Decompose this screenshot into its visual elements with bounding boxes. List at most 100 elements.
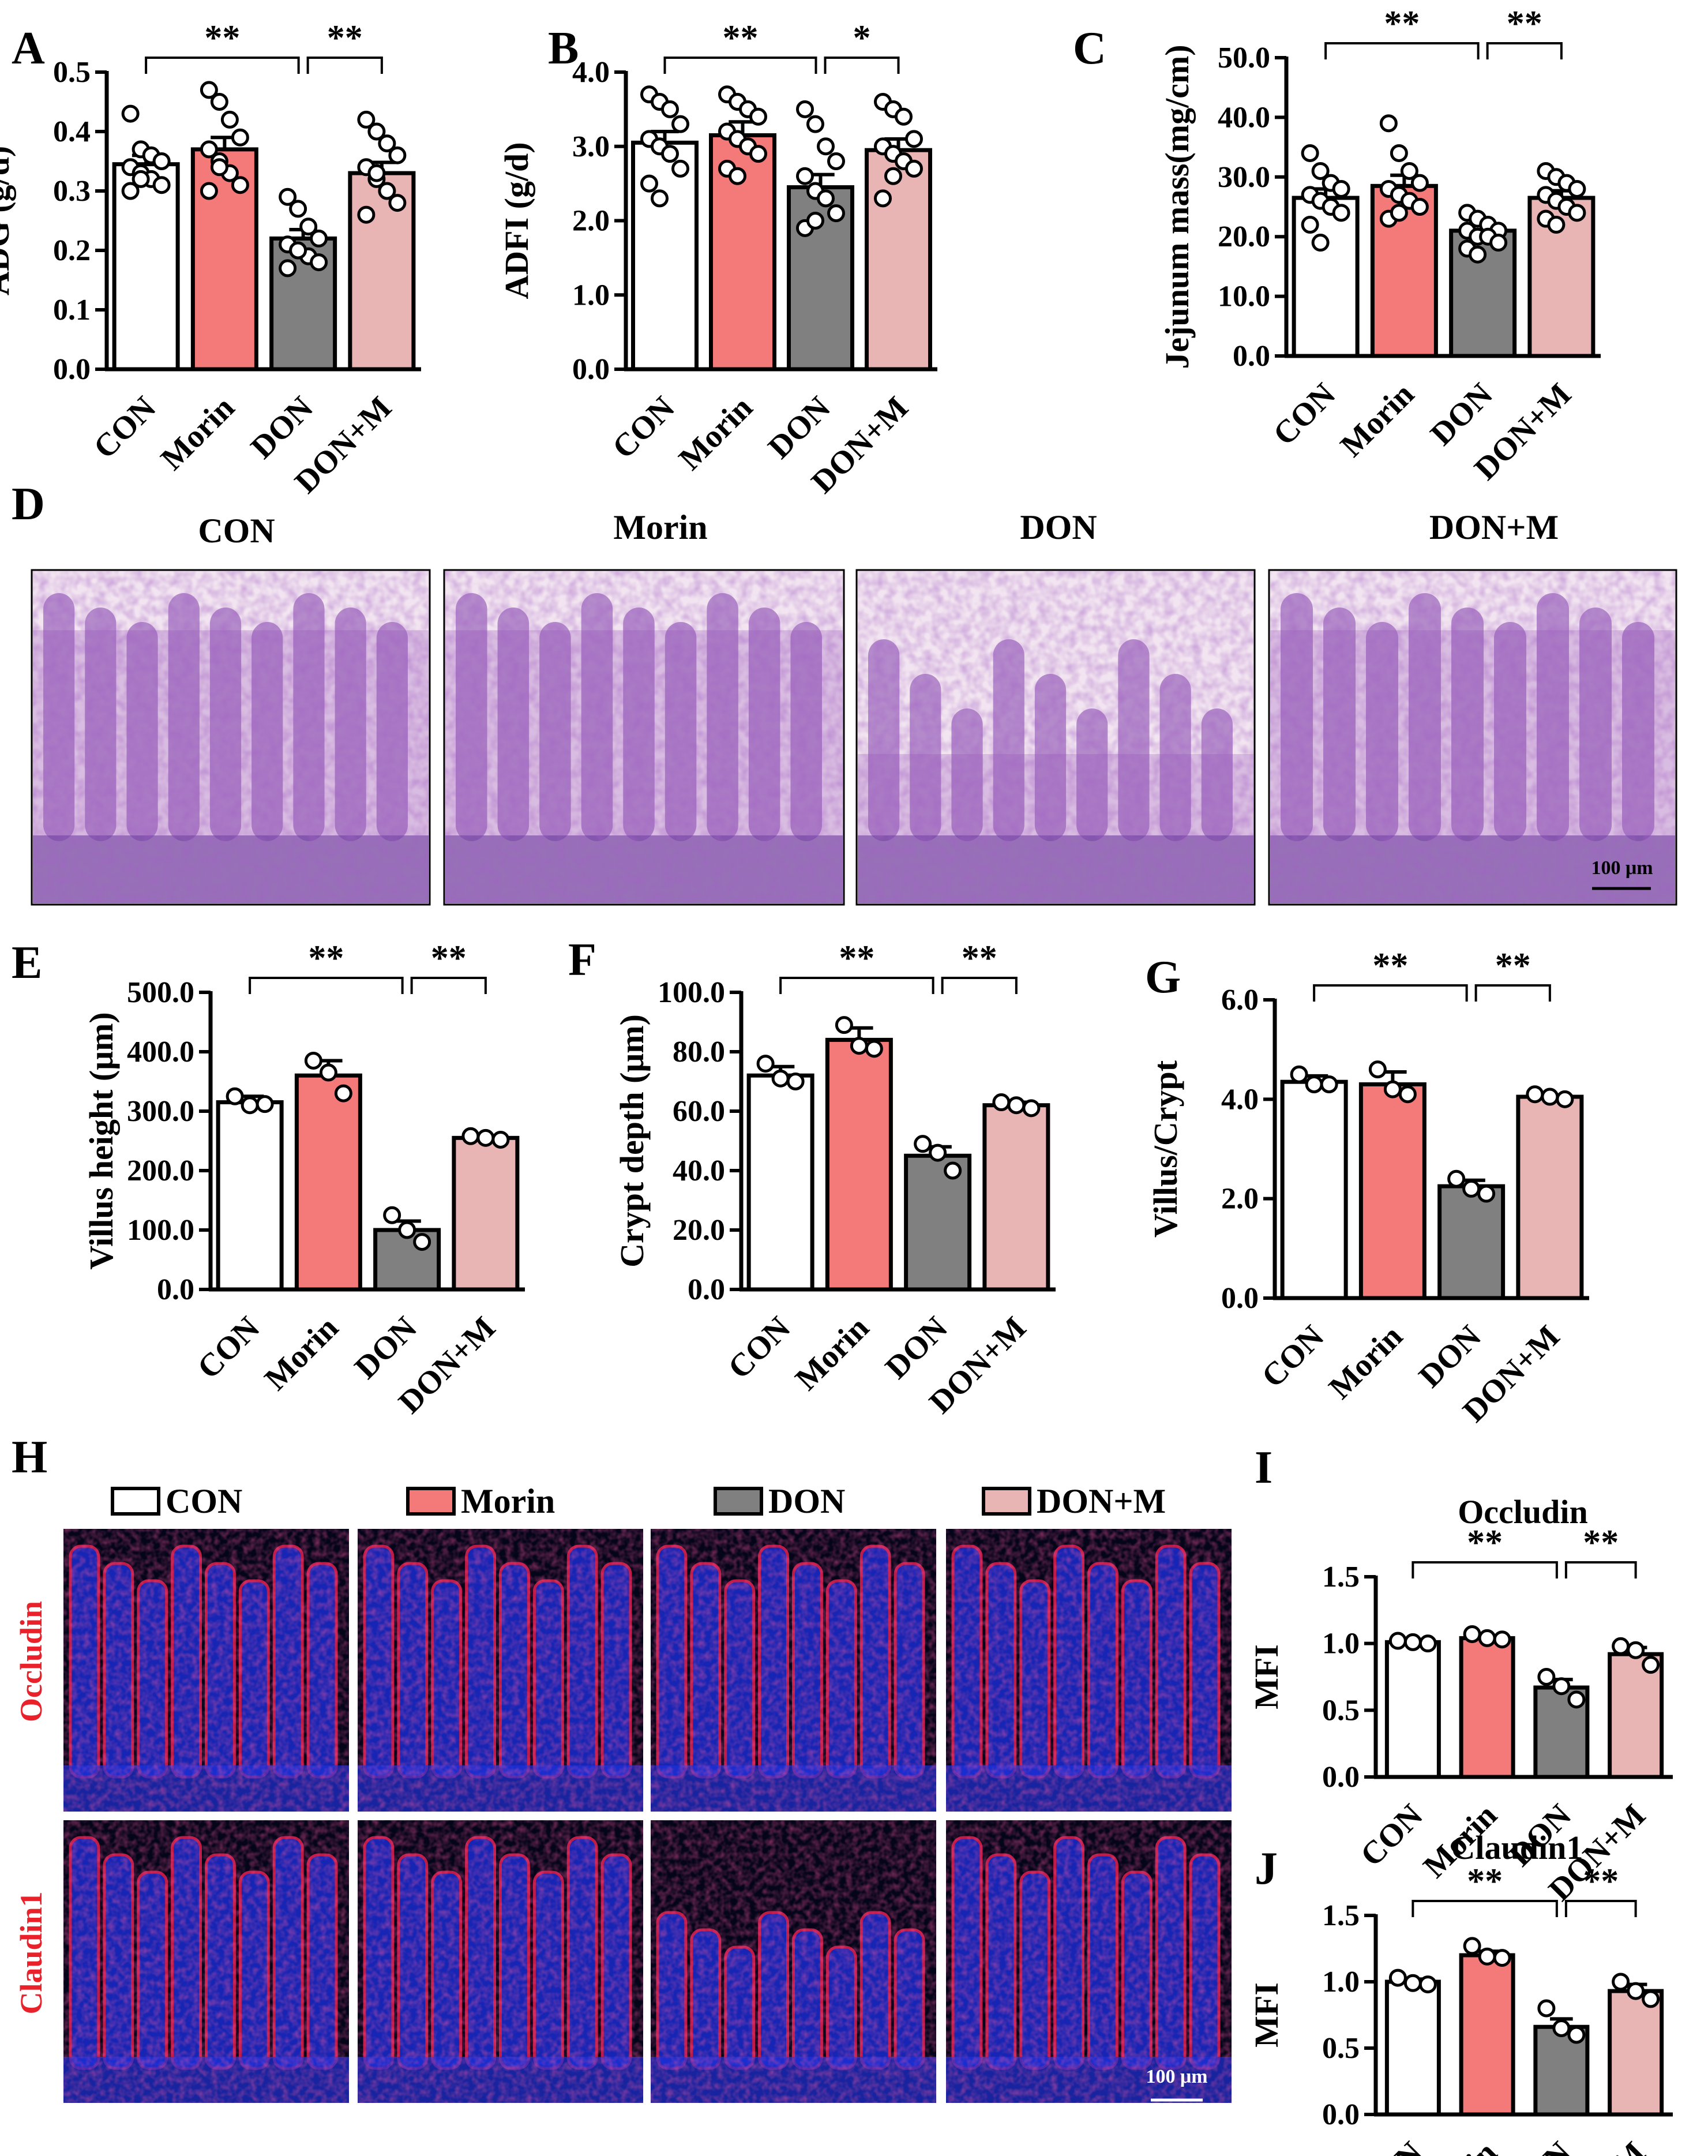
y-tick-label: 1.5: [1322, 1561, 1360, 1593]
panel-letter-g: G: [1145, 952, 1181, 1003]
data-point: [152, 152, 171, 170]
data-point: [1390, 144, 1408, 162]
data-point: [1556, 1090, 1574, 1108]
data-point: [671, 159, 689, 178]
significance-label: **: [839, 939, 874, 978]
data-point: [231, 176, 249, 194]
y-tick-label: 1.0: [1322, 1966, 1360, 1998]
he-scale-label: 100 μm: [1591, 857, 1653, 879]
data-point: [132, 170, 150, 188]
data-point: [334, 1084, 352, 1103]
panel-letter-b: B: [548, 23, 579, 74]
data-point: [1478, 1947, 1496, 1966]
data-point: [1568, 204, 1586, 222]
y-tick-label: 0.3: [53, 175, 91, 208]
x-category-label: Morin: [258, 1310, 346, 1397]
data-point: [905, 130, 923, 148]
row-label-claudin1: Claudin1: [14, 1891, 48, 2014]
data-point: [1612, 1637, 1630, 1655]
data-point: [1383, 1080, 1402, 1098]
data-point: [1311, 234, 1330, 252]
bar-con: [746, 1073, 814, 1292]
data-point: [884, 167, 902, 185]
bar-don-m: [1608, 1989, 1664, 2117]
bar-morin: [294, 1073, 362, 1292]
significance-bracket: [410, 977, 487, 994]
significance-bracket: [1412, 1900, 1558, 1917]
data-point: [121, 104, 140, 123]
data-point: [1388, 1632, 1407, 1650]
data-point: [1332, 204, 1350, 222]
y-tick-label: 1.5: [1322, 1899, 1360, 1932]
data-point: [1552, 2019, 1571, 2037]
x-category-label: Morin: [154, 389, 242, 477]
significance-bracket: [663, 57, 817, 74]
y-tick-label: 20.0: [1218, 220, 1270, 253]
x-category-label: CON: [1255, 1318, 1331, 1394]
data-point: [1305, 1075, 1323, 1093]
data-point: [1642, 1990, 1660, 2008]
data-point: [413, 1233, 431, 1251]
y-tick-label: 2.0: [1221, 1183, 1259, 1216]
bar-con: [1384, 1640, 1441, 1779]
legend-label-2: DON: [768, 1482, 845, 1520]
he-texture: [33, 571, 429, 903]
y-tick-label: 200.0: [127, 1154, 194, 1187]
data-point: [1320, 1075, 1338, 1093]
data-point: [749, 145, 767, 163]
y-axis-title: Crypt depth (μm): [613, 1014, 651, 1268]
x-category-label: Morin: [672, 389, 760, 477]
data-point: [1489, 234, 1508, 252]
y-tick-label: 0.0: [1233, 340, 1270, 373]
if-texture: [63, 1820, 349, 2103]
data-point: [874, 189, 892, 208]
data-point: [1537, 1999, 1556, 2018]
he-texture: [445, 571, 843, 903]
data-point: [640, 174, 658, 193]
panel-letter-d: D: [12, 479, 45, 530]
if-texture: [358, 1529, 643, 1812]
significance-bracket: [1564, 1900, 1637, 1917]
data-point: [491, 1130, 510, 1149]
panel-letter-a: A: [12, 23, 45, 74]
data-point: [1301, 144, 1319, 162]
panel-d: D CON Morin DON DON+M 100 μm: [12, 479, 1677, 906]
bar-don: [1437, 1184, 1506, 1300]
data-point: [1567, 1690, 1586, 1709]
panel-letter-i: I: [1255, 1442, 1272, 1493]
data-point: [367, 122, 386, 141]
y-axis-title: MFI: [1248, 1982, 1285, 2048]
y-tick-label: 20.0: [673, 1214, 725, 1247]
y-tick-label: 40.0: [673, 1154, 725, 1187]
data-point: [299, 218, 318, 236]
y-tick-label: 0.0: [1221, 1282, 1259, 1315]
y-tick-label: 300.0: [127, 1095, 194, 1128]
if-texture: [358, 1820, 643, 2103]
row-label-occludin: Occludin: [14, 1601, 48, 1722]
data-point: [378, 134, 396, 153]
micrograph-title-morin: Morin: [613, 508, 707, 546]
data-point: [398, 1221, 416, 1239]
significance-label: **: [1583, 1523, 1619, 1562]
significance-label: **: [1384, 4, 1420, 43]
x-category-label: Morin: [1417, 2135, 1504, 2156]
if-micrograph-r0-c3: [946, 1529, 1232, 1812]
if-scale-label: 100 μm: [1146, 2066, 1207, 2087]
bar-morin: [1358, 1082, 1427, 1300]
data-point: [310, 253, 328, 272]
data-point: [1290, 1065, 1308, 1083]
significance-label: **: [962, 939, 997, 978]
if-texture: [651, 1820, 936, 2103]
data-point: [771, 1069, 790, 1088]
significance-bracket: [941, 977, 1018, 994]
data-point: [1541, 1088, 1559, 1106]
y-tick-label: 1.0: [572, 279, 610, 312]
data-point: [944, 1161, 962, 1180]
data-point: [357, 110, 376, 129]
data-point: [796, 167, 814, 185]
